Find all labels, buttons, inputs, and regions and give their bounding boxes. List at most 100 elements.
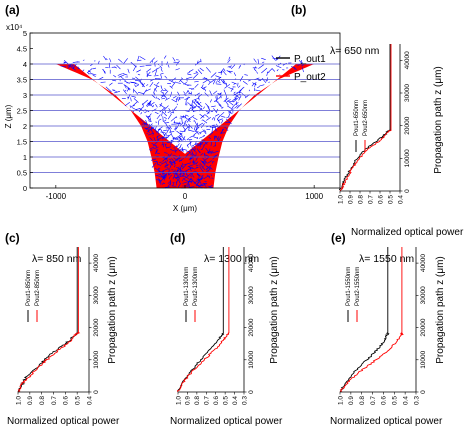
x-tick-label-e: 1.0 <box>337 396 344 405</box>
x-tick-label-c: 0.4 <box>86 396 93 405</box>
y-tick-label-e: 40000 <box>420 254 427 272</box>
legend-label-c-1: Pout1-850nm <box>26 270 32 306</box>
y-tick-label-e: 30000 <box>420 286 427 304</box>
y-tick-label-a: 0.5 <box>17 169 27 178</box>
x-tick-label-d: 1.0 <box>175 396 182 405</box>
y-tick-label-b: 20000 <box>404 116 411 134</box>
legend-label-pout1: P_out1 <box>294 54 326 65</box>
y-axis-label-c: Propagation path z (μm) <box>107 256 118 363</box>
panel-label-e: (e) <box>331 231 346 245</box>
x-tick-label-b: 0.4 <box>397 195 404 204</box>
y-tick-label-c: 40000 <box>93 254 100 272</box>
x-tick-label-e: 0.3 <box>413 396 420 405</box>
y-tick-label-b: 40000 <box>404 51 411 69</box>
series-line-c-1 <box>17 247 79 393</box>
x-tick-label-c: 0.9 <box>27 396 34 405</box>
x-tick-label-b: 0.6 <box>377 195 384 204</box>
x-tick-label-d: 0.8 <box>194 396 201 405</box>
y-tick-label-d: 20000 <box>248 318 255 336</box>
x-tick-label-d: 0.3 <box>241 396 248 405</box>
legend-label-b-2: Pout2-650nm <box>363 100 369 136</box>
y-tick-label-a: 1.5 <box>17 138 27 147</box>
x-tick-label-d: 0.7 <box>204 396 211 405</box>
x-tick-label-c: 1.0 <box>15 396 22 405</box>
x-tick-label-c: 0.6 <box>63 396 70 405</box>
panel-label-d: (d) <box>170 231 185 245</box>
panel-title-d: λ= 1300 nm <box>204 253 259 265</box>
x-tick-label-e: 0.7 <box>370 396 377 405</box>
exponent-label: x10⁴ <box>6 23 23 32</box>
y-tick-label-b: 0 <box>404 189 411 193</box>
y-tick-label-a: 4.5 <box>17 45 27 54</box>
y-tick-label-c: 10000 <box>93 350 100 368</box>
x-tick-label-d: 0.5 <box>222 396 229 405</box>
y-tick-label-a: 5 <box>23 29 27 38</box>
y-tick-label-b: 30000 <box>404 84 411 102</box>
x-tick-label-e: 0.8 <box>359 396 366 405</box>
y-axis-label-e: Propagation path z (μm) <box>435 256 446 363</box>
y-tick-label-a: 3 <box>23 91 27 100</box>
y-tick-label-d: 0 <box>248 390 255 394</box>
y-tick-label-d: 40000 <box>248 254 255 272</box>
x-axis-label-b: Normalized optical power <box>351 227 464 238</box>
legend-label-b-1: Pout1-650nm <box>354 100 360 136</box>
y-axis-label-d: Propagation path z (μm) <box>269 256 280 363</box>
y-tick-label-a: 2.5 <box>17 107 27 116</box>
y-tick-label-c: 30000 <box>93 286 100 304</box>
series-line-d-1 <box>176 247 225 393</box>
x-axis-label-d: Normalized optical power <box>170 416 283 427</box>
x-tick-label-e: 0.6 <box>381 396 388 405</box>
y-axis-label-a: Z (μm) <box>4 104 13 128</box>
x-tick-label-b: 1.0 <box>337 195 344 204</box>
panel-label-b: (b) <box>291 3 306 17</box>
y-tick-label-a: 4 <box>23 60 27 69</box>
x-tick-label-d: 0.9 <box>185 396 192 405</box>
legend-label-c-2: Pout2-850nm <box>35 270 41 306</box>
legend-label-e-1: Pout1-1550nm <box>346 267 352 306</box>
y-axis-label-b: Propagation path z (μm) <box>433 66 444 173</box>
y-tick-label-d: 30000 <box>248 286 255 304</box>
panel-label-a: (a) <box>5 3 20 17</box>
x-tick-label-e: 0.4 <box>402 396 409 405</box>
x-tick-label-b: 0.8 <box>357 195 364 204</box>
x-tick-label-a: -1000 <box>46 192 67 201</box>
x-tick-label-c: 0.7 <box>51 396 58 405</box>
y-tick-label-b: 10000 <box>404 149 411 167</box>
x-axis-label-a: X (μm) <box>173 204 197 213</box>
pout2-waveguide-area <box>55 64 315 188</box>
series-line-e-1 <box>339 247 390 393</box>
x-axis-label-c: Normalized optical power <box>7 416 120 427</box>
series-line-b-2 <box>339 44 392 192</box>
x-axis-label-e: Normalized optical power <box>330 416 443 427</box>
x-tick-label-d: 0.4 <box>232 396 239 405</box>
series-line-c-2 <box>17 247 81 393</box>
panel-label-c: (c) <box>5 231 20 245</box>
panel-title-c: λ= 850 nm <box>32 253 82 265</box>
y-tick-label-d: 10000 <box>248 350 255 368</box>
series-line-e-2 <box>339 247 405 393</box>
y-tick-label-a: 3.5 <box>17 76 27 85</box>
legend-label-e-2: Pout2-1550nm <box>355 267 361 306</box>
legend-label-d-1: Pout1-1300nm <box>184 267 190 306</box>
y-tick-label-c: 20000 <box>93 318 100 336</box>
x-tick-label-b: 0.9 <box>347 195 354 204</box>
legend-label-d-2: Pout2-1300nm <box>193 267 199 306</box>
y-tick-label-e: 20000 <box>420 318 427 336</box>
x-tick-label-e: 0.9 <box>348 396 355 405</box>
y-tick-label-e: 0 <box>420 390 427 394</box>
panel-title-e: λ= 1550 nm <box>359 253 414 265</box>
x-tick-label-c: 0.5 <box>74 396 81 405</box>
y-tick-label-a: 2 <box>23 122 27 131</box>
y-tick-label-a: 1 <box>23 153 27 162</box>
series-line-b-1 <box>338 44 392 192</box>
x-tick-label-b: 0.7 <box>367 195 374 204</box>
x-tick-label-a: 1000 <box>305 192 323 201</box>
x-tick-label-d: 0.6 <box>213 396 220 405</box>
series-line-d-2 <box>176 247 230 393</box>
x-tick-label-b: 0.5 <box>387 195 394 204</box>
y-tick-label-c: 0 <box>93 390 100 394</box>
y-tick-label-a: 0 <box>23 184 27 193</box>
y-tick-label-e: 10000 <box>420 350 427 368</box>
x-tick-label-e: 0.5 <box>392 396 399 405</box>
